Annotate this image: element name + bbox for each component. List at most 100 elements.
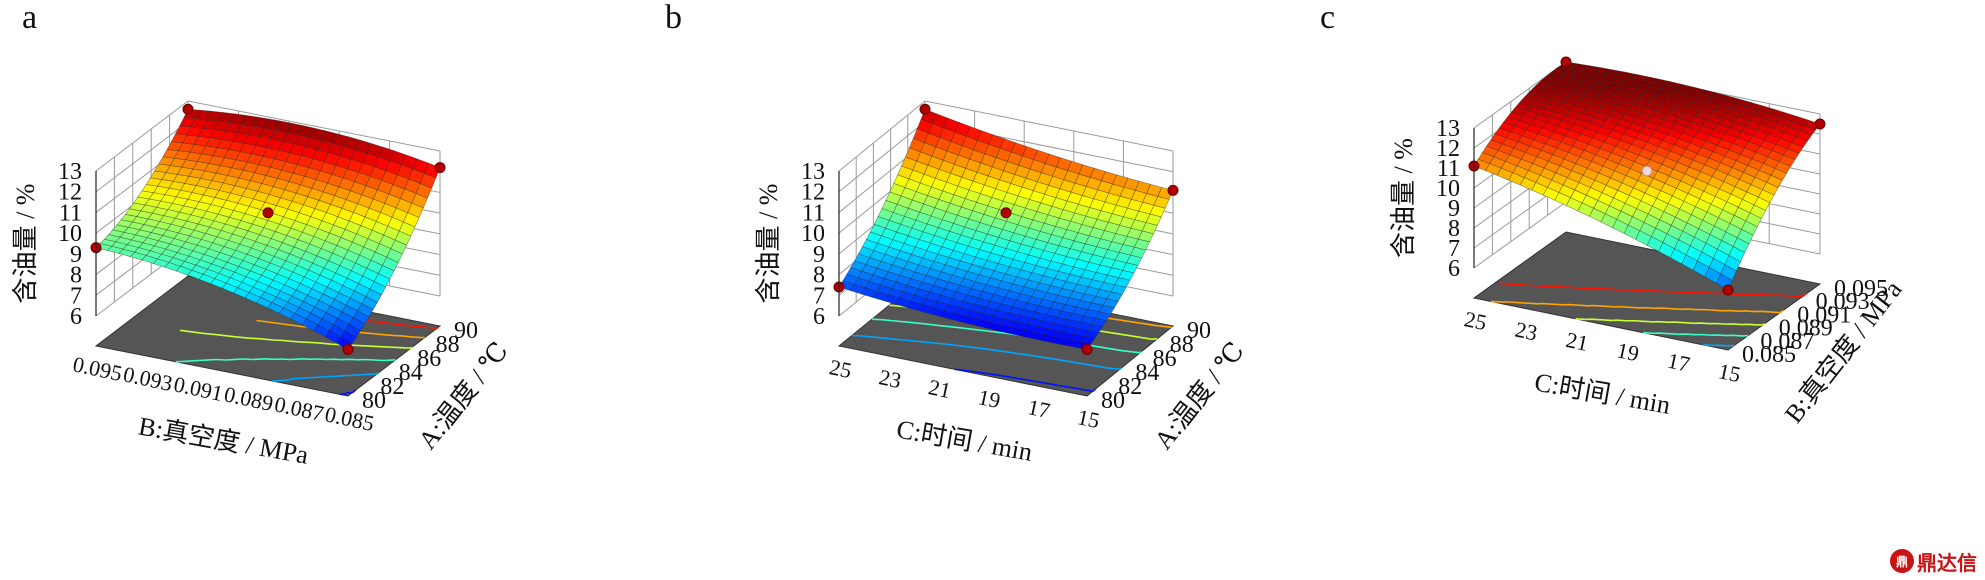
left-axis-tick-label: 25	[827, 354, 854, 383]
right-axis-tick-label: 0.091	[1797, 302, 1851, 328]
left-axis-tick-label: 0.091	[172, 371, 226, 406]
left-axis-tick-label: 19	[1615, 337, 1642, 366]
z-tick-label: 9	[813, 242, 825, 268]
z-tick-label: 8	[70, 263, 82, 289]
left-axis-tick-label: 23	[877, 364, 904, 393]
left-axis-tick-label: 0.095	[71, 351, 125, 386]
right-axis-tick-label: 90	[1187, 318, 1211, 344]
floor-contours	[1490, 282, 1807, 347]
right-axis-tick-label: 82	[1118, 374, 1142, 400]
left-axis-title: B:真空度 / MPa	[136, 411, 311, 469]
contour-line	[339, 389, 357, 396]
z-tick-label: 11	[802, 200, 825, 226]
right-axis-tick-label: 84	[399, 360, 423, 386]
z-tick-label: 10	[58, 221, 82, 247]
right-axis-tick-label: 80	[1101, 388, 1125, 414]
z-tick-label: 6	[1448, 256, 1460, 282]
contour-line	[1643, 331, 1748, 337]
right-axis-tick-label: 88	[1170, 332, 1194, 358]
z-axis-title: 含油量 / %	[11, 184, 40, 304]
contour-line	[1575, 318, 1766, 326]
panel-label-a: a	[22, 0, 37, 36]
contour-line	[1702, 344, 1735, 347]
right-axis-tick-label: 0.087	[1760, 329, 1814, 355]
watermark-logo-icon: 鼎	[1890, 549, 1914, 573]
design-point	[182, 103, 194, 115]
design-point	[1814, 118, 1826, 130]
right-axis-tick-label: 0.093	[1816, 289, 1870, 315]
left-axis-tick-label: 23	[1513, 317, 1540, 346]
left-axis-tick-label: 17	[1026, 394, 1053, 423]
z-tick-label: 7	[70, 283, 82, 309]
contour-line	[851, 334, 1122, 370]
design-point	[1081, 343, 1093, 355]
left-axis-tick-label: 0.089	[222, 381, 276, 416]
z-tick-label: 12	[58, 180, 82, 206]
z-tick-label: 12	[1436, 136, 1460, 162]
z-tick-label: 7	[1448, 236, 1460, 262]
watermark-text: 鼎达信	[1917, 550, 1977, 575]
contour-line	[954, 368, 1097, 393]
left-axis-title: C:时间 / min	[1532, 367, 1672, 419]
z-tick-label: 9	[70, 242, 82, 268]
z-tick-label: 11	[59, 200, 82, 226]
contour-line	[175, 358, 396, 363]
contour-line	[272, 372, 380, 382]
left-axis-tick-label: 15	[1716, 358, 1743, 387]
design-point	[1167, 184, 1179, 196]
design-point	[434, 162, 446, 174]
z-tick-label: 11	[1437, 156, 1460, 182]
z-tick-label: 10	[801, 221, 825, 247]
right-axis-tick-label: 84	[1135, 360, 1159, 386]
z-tick-label: 8	[1448, 216, 1460, 242]
design-point	[1641, 165, 1653, 177]
z-tick-label: 13	[58, 159, 82, 185]
contour-line	[871, 318, 1142, 354]
left-axis-title: C:时间 / min	[894, 414, 1034, 466]
z-tick-label: 13	[801, 159, 825, 185]
right-axis-tick-label: 0.085	[1742, 342, 1796, 368]
z-tick-label: 6	[70, 304, 82, 330]
z-tick-label: 6	[813, 304, 825, 330]
z-tick-label: 12	[801, 180, 825, 206]
left-axis-tick-label: 19	[976, 384, 1003, 413]
right-axis-tick-label: 80	[362, 388, 386, 414]
right-axis-tick-label: 86	[1153, 346, 1177, 372]
z-tick-label: 8	[813, 263, 825, 289]
right-axis-tick-label: 88	[436, 332, 460, 358]
right-axis-tick-label: 86	[417, 346, 441, 372]
right-axis-tick-label: 0.089	[1779, 316, 1833, 342]
design-point	[1560, 56, 1572, 68]
design-point	[1722, 284, 1734, 296]
z-tick-label: 13	[1436, 116, 1460, 142]
left-axis-tick-label: 21	[926, 374, 953, 403]
right-axis-tick-label: 82	[380, 374, 404, 400]
left-axis-tick-label: 15	[1075, 404, 1102, 433]
watermark: 鼎 鼎达信	[1890, 546, 1977, 576]
right-axis-tick-label: 90	[454, 318, 478, 344]
z-tick-label: 10	[1436, 176, 1460, 202]
left-axis-tick-label: 0.093	[121, 361, 175, 396]
contour-line	[1490, 300, 1784, 314]
left-axis-tick-label: 0.087	[272, 391, 326, 426]
contour-line	[180, 329, 413, 349]
response-surface	[838, 108, 1174, 350]
z-axis-title: 含油量 / %	[754, 184, 783, 304]
z-tick-label: 9	[1448, 196, 1460, 222]
contour-floor	[94, 275, 442, 397]
left-axis-tick-label: 21	[1564, 327, 1591, 356]
design-point	[919, 103, 931, 115]
design-point	[342, 343, 354, 355]
design-point	[1000, 207, 1012, 219]
left-axis-tick-label: 25	[1462, 306, 1489, 335]
design-point	[262, 207, 274, 219]
z-axis-title: 含油量 / %	[1389, 138, 1418, 258]
z-tick-label: 7	[813, 283, 825, 309]
contour-line	[1499, 282, 1807, 298]
panel-label-c: c	[1320, 0, 1335, 36]
left-axis-tick-label: 17	[1665, 348, 1692, 377]
